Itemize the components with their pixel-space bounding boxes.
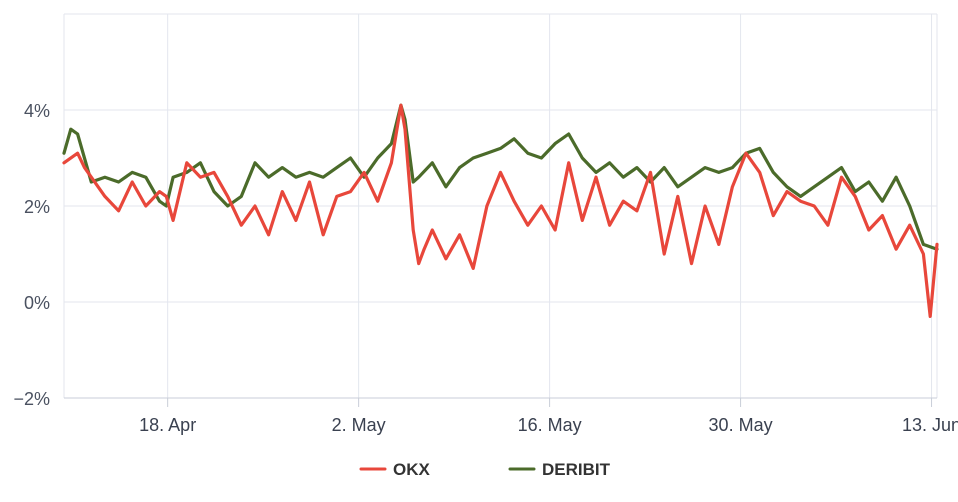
y-tick-label: 2% [24,197,50,217]
series-layer [62,103,939,318]
legend-label-deribit: DERIBIT [542,460,611,479]
grid [63,13,938,399]
legend-label-okx: OKX [393,460,431,479]
legend[interactable]: OKX DERIBIT [359,460,611,479]
series-line-okx [62,103,939,318]
x-tick-label: 30. May [709,415,773,435]
legend-item-okx[interactable]: OKX [359,460,431,479]
y-tick-label: −2% [13,389,50,409]
legend-item-deribit[interactable]: DERIBIT [508,460,611,479]
x-tick-label: 13. Jun [902,415,958,435]
y-tick-label: 4% [24,101,50,121]
x-tick-label: 18. Apr [139,415,196,435]
y-tick-label: 0% [24,293,50,313]
x-tick-label: 2. May [332,415,386,435]
axes: −2% 0% 2% 4% 18. Apr 2. May 16. May 30. May 13. … [13,101,958,435]
x-tick-label: 16. May [518,415,582,435]
